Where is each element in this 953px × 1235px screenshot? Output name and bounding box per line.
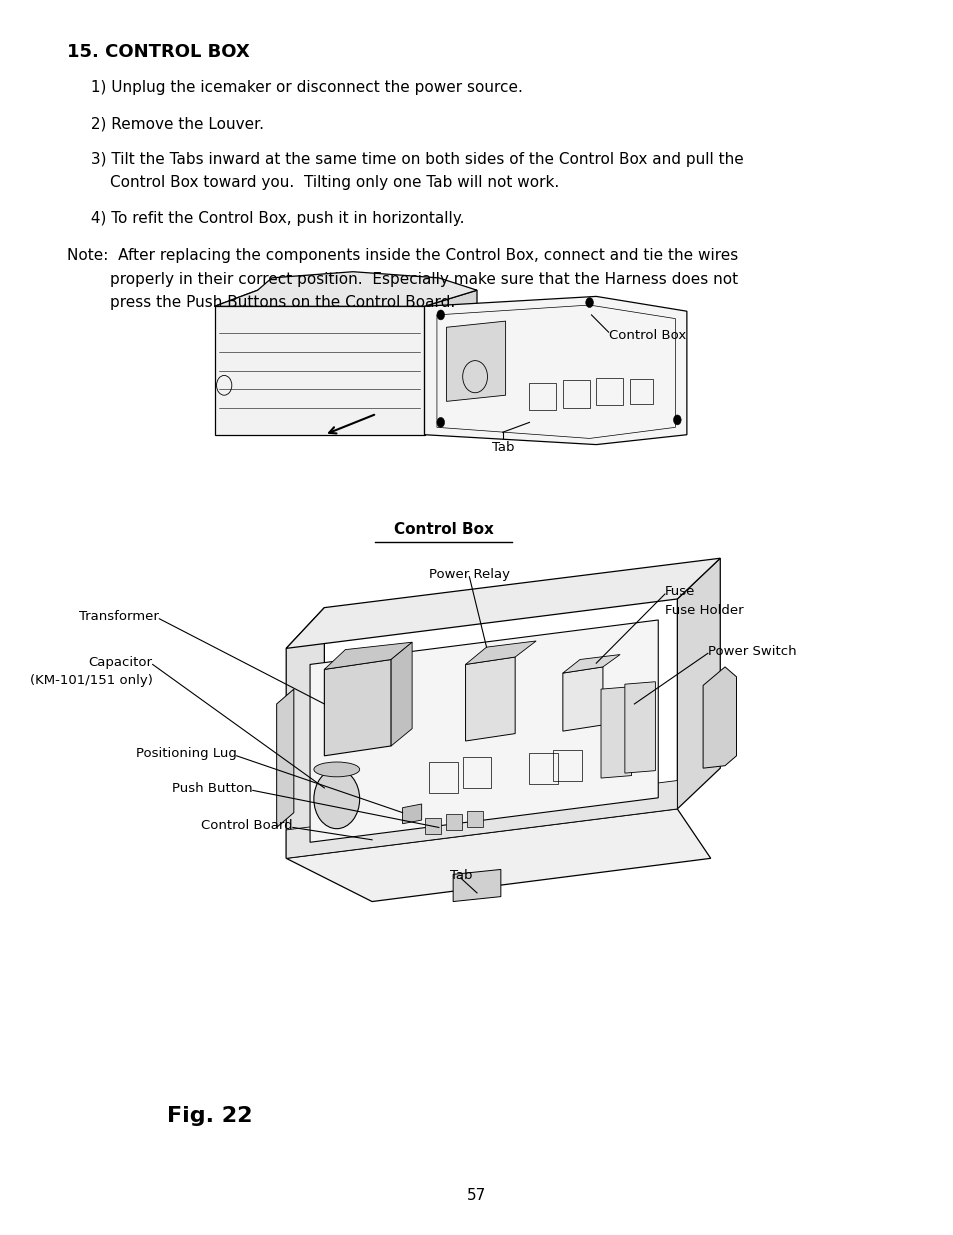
Bar [425, 818, 440, 834]
Polygon shape [600, 687, 631, 778]
Text: Power Switch: Power Switch [707, 645, 796, 658]
Text: Control Box toward you.  Tilting only one Tab will not work.: Control Box toward you. Tilting only one… [110, 175, 558, 190]
Polygon shape [286, 558, 720, 648]
Text: Push Button: Push Button [172, 782, 253, 795]
Polygon shape [424, 296, 686, 445]
Text: Fuse: Fuse [664, 585, 695, 599]
Polygon shape [324, 642, 412, 669]
Text: Control Board: Control Board [201, 819, 293, 832]
Polygon shape [446, 321, 505, 401]
Text: 2) Remove the Louver.: 2) Remove the Louver. [86, 116, 264, 131]
Circle shape [673, 415, 680, 425]
Bar [446, 814, 461, 830]
Text: Control Box: Control Box [608, 329, 685, 342]
Bar [596, 378, 622, 405]
Text: 57: 57 [467, 1188, 486, 1203]
Text: Positioning Lug: Positioning Lug [135, 747, 236, 761]
Bar [629, 379, 653, 404]
Polygon shape [214, 290, 477, 306]
Polygon shape [702, 667, 736, 768]
Bar [462, 757, 491, 788]
Polygon shape [465, 641, 536, 664]
Text: 15. CONTROL BOX: 15. CONTROL BOX [67, 43, 250, 62]
Text: (KM-101/151 only): (KM-101/151 only) [30, 674, 152, 688]
Text: press the Push Buttons on the Control Board.: press the Push Buttons on the Control Bo… [110, 295, 455, 310]
Text: 3) Tilt the Tabs inward at the same time on both sides of the Control Box and pu: 3) Tilt the Tabs inward at the same time… [86, 152, 742, 167]
Text: Note:  After replacing the components inside the Control Box, connect and tie th: Note: After replacing the components ins… [67, 248, 738, 263]
Polygon shape [214, 272, 477, 306]
Polygon shape [286, 781, 677, 858]
Polygon shape [276, 689, 294, 827]
Text: Fuse Holder: Fuse Holder [664, 604, 742, 618]
Circle shape [585, 298, 593, 308]
Circle shape [436, 310, 444, 320]
Bar [529, 383, 556, 410]
Bar [529, 753, 558, 784]
Polygon shape [214, 306, 424, 435]
Text: Transformer: Transformer [79, 610, 159, 624]
Circle shape [314, 769, 359, 829]
Polygon shape [324, 659, 391, 756]
Polygon shape [424, 290, 476, 435]
Polygon shape [677, 558, 720, 809]
Text: 1) Unplug the icemaker or disconnect the power source.: 1) Unplug the icemaker or disconnect the… [86, 80, 522, 95]
Bar [562, 380, 589, 408]
Text: Control Box: Control Box [394, 522, 493, 537]
Bar [467, 811, 482, 827]
Ellipse shape [314, 762, 359, 777]
Polygon shape [391, 642, 412, 746]
Polygon shape [286, 809, 710, 902]
Text: 4) To refit the Control Box, push it in horizontally.: 4) To refit the Control Box, push it in … [86, 211, 464, 226]
Polygon shape [402, 804, 421, 824]
Polygon shape [465, 657, 515, 741]
Text: Tab: Tab [491, 441, 514, 454]
Text: Capacitor: Capacitor [89, 656, 152, 669]
Text: Fig. 22: Fig. 22 [167, 1107, 253, 1126]
Polygon shape [624, 682, 655, 773]
Bar [553, 750, 581, 781]
Polygon shape [562, 655, 619, 673]
Text: properly in their correct position.  Especially make sure that the Harness does : properly in their correct position. Espe… [110, 272, 737, 287]
Text: Tab: Tab [449, 869, 472, 883]
Circle shape [436, 417, 444, 427]
Polygon shape [562, 667, 602, 731]
Polygon shape [453, 869, 500, 902]
Text: Power Relay: Power Relay [429, 568, 509, 582]
Polygon shape [310, 620, 658, 842]
Polygon shape [286, 608, 324, 858]
Bar [429, 762, 457, 793]
